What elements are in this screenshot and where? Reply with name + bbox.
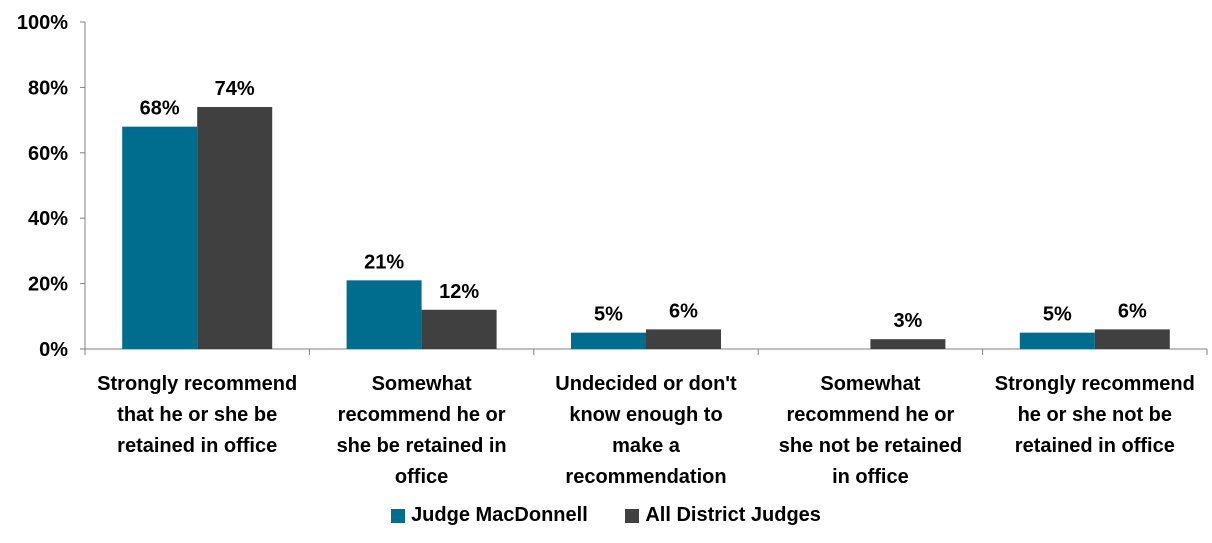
x-category-label: she be retained in [337,435,507,457]
bar [1019,332,1095,349]
x-category-label: Undecided or don't [555,373,737,395]
y-tick-label: 80% [28,77,68,99]
x-category-label: Strongly recommend [995,373,1195,395]
legend-label-judge-macdonnell: Judge MacDonnell [411,504,588,526]
x-category-label: office [395,466,448,488]
x-category-label: that he or she be [117,404,277,426]
data-label: 5% [594,304,623,326]
legend-label-all-district-judges: All District Judges [645,504,821,526]
legend: Judge MacDonnell All District Judges [0,504,1212,529]
legend-swatch-all-district-judges [625,508,640,523]
x-category-label: she not be retained [779,435,962,457]
x-category-label: Somewhat [372,373,472,395]
x-category-label: recommend he or [338,404,506,426]
legend-item-judge-macdonnell: Judge MacDonnell [391,504,588,527]
y-tick-label: 100% [17,12,68,34]
bar-chart: 0% 20% 40% 60% 80% 100% 68% 21% 5% 5% 74% 12% 6% 3% 6%… [17,12,1208,488]
data-label: 21% [364,251,404,273]
bar [122,126,198,349]
y-tick-label: 0% [39,339,68,361]
y-tick-label: 60% [28,143,68,165]
data-label: 68% [140,98,180,120]
bar [646,329,721,349]
bar [571,332,646,349]
x-category-label: know enough to [569,404,722,426]
y-tick-label: 20% [28,274,68,296]
bar [346,280,422,349]
x-category-label: he or she not be [1018,404,1172,426]
bar [197,107,273,350]
x-category-label: make a [612,435,681,457]
x-category-label: retained in office [1015,435,1175,457]
x-category-label: recommend he or [786,404,954,426]
y-tick-label: 40% [28,208,68,230]
data-label: 6% [669,300,698,322]
data-label: 3% [893,310,922,332]
legend-item-all-district-judges: All District Judges [625,504,821,527]
x-category-label: retained in office [117,435,277,457]
data-label: 74% [215,78,255,100]
data-label: 6% [1118,300,1147,322]
data-label: 12% [439,281,479,303]
bar [870,339,946,349]
x-category-label: Strongly recommend [97,373,297,395]
data-label: 5% [1043,304,1072,326]
x-category-label: Somewhat [820,373,920,395]
bar [1094,329,1170,349]
x-category-label: in office [832,466,909,488]
x-category-label: recommendation [565,466,726,488]
bar [421,309,497,349]
legend-swatch-judge-macdonnell [391,508,406,523]
